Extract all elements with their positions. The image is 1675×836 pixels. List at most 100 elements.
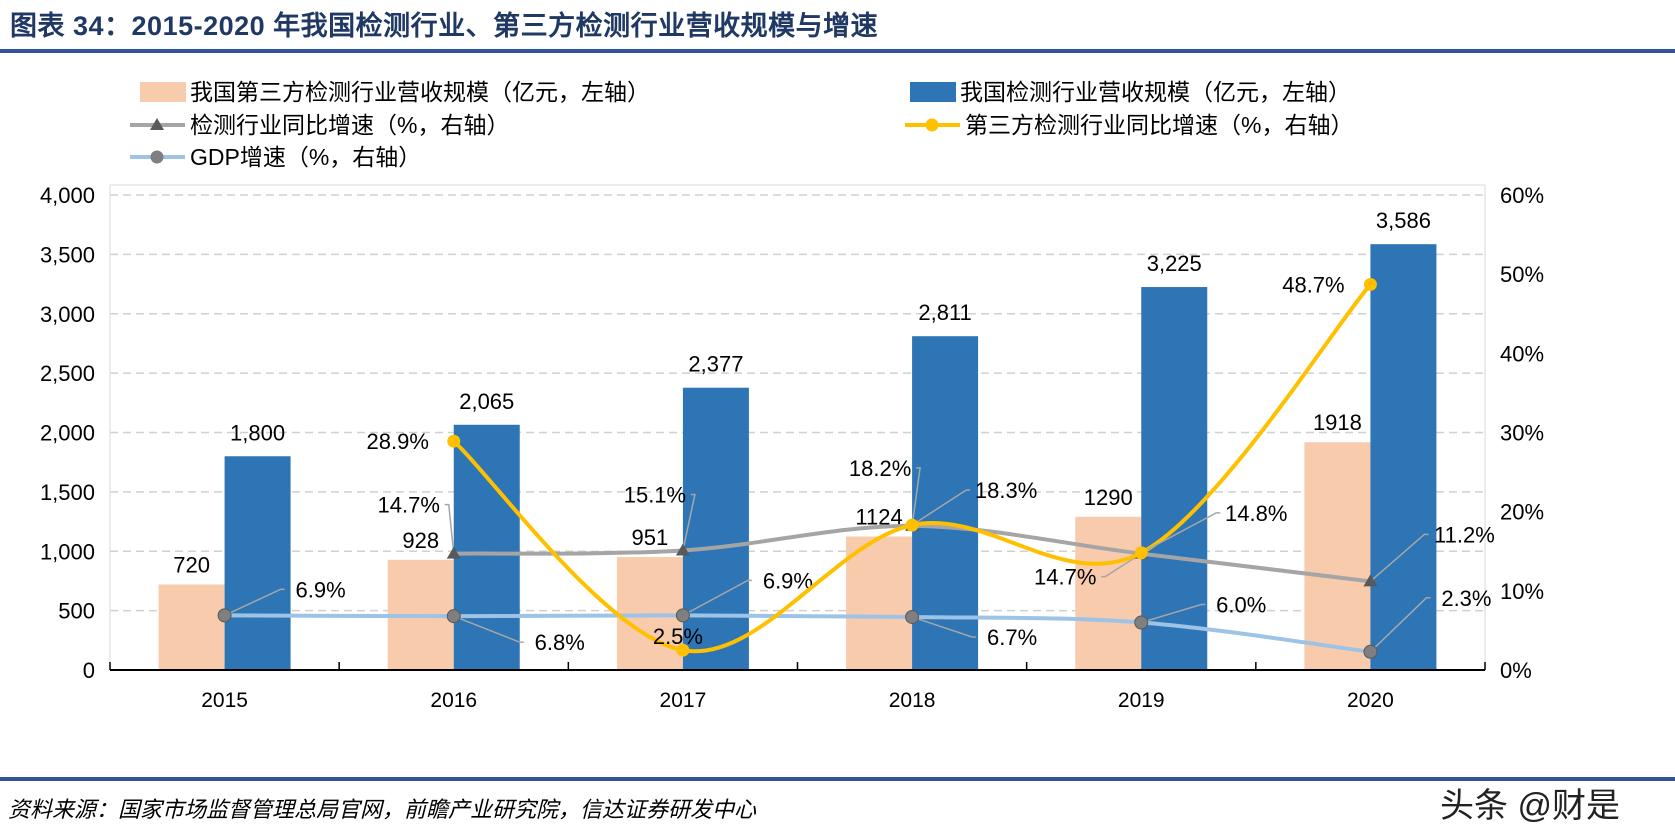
third-party-growth-marker [1134,546,1148,560]
industry-growth-data-label: 11.2% [1434,522,1495,547]
third-party-growth-marker [447,434,461,448]
bar-data-label: 2,811 [918,300,971,325]
industry-growth-data-label: 14.7% [1034,565,1096,590]
industry-revenue-bar [682,387,749,670]
data-label-leader [1140,512,1221,554]
left-axis-tick-label: 3,000 [40,302,95,327]
data-label-leader [1101,552,1142,578]
legend-label: 检测行业同比增速（%，右轴） [190,112,509,138]
industry-revenue-bar [224,456,291,670]
industry-growth-marker [1363,574,1378,587]
third-party-growth-marker [1363,277,1377,291]
right-axis-tick-label: 10% [1500,579,1544,604]
left-axis-tick-label: 2,000 [40,421,95,446]
x-axis-tick-label: 2018 [889,689,936,712]
gdp-growth-data-label: 6.0% [1216,593,1266,618]
watermark: 头条 @财是 [1440,787,1620,825]
bar-data-label: 951 [632,525,669,550]
bar-data-label: 928 [402,528,439,553]
data-label-leader [444,503,455,554]
legend-swatch [910,82,956,102]
left-axis-tick-label: 500 [58,599,95,624]
gdp-growth-data-label: 6.7% [987,625,1037,650]
x-axis-tick-label: 2020 [1347,689,1394,712]
data-label-leader [224,588,285,617]
third-party-growth-data-label: 48.7% [1282,272,1344,297]
industry-growth-marker [446,546,461,559]
third-party-revenue-bar [1075,516,1142,670]
data-label-leader [911,489,971,526]
bar-data-label: 1290 [1084,485,1133,510]
third-party-revenue-bar [1304,442,1371,670]
gdp-growth-marker [217,608,232,623]
right-axis-tick-label: 60% [1500,183,1544,208]
third-party-growth-data-label: 2.5% [653,624,703,649]
data-label-leader [1141,603,1206,624]
x-axis-tick-label: 2017 [660,689,707,712]
data-label-leader [682,579,752,617]
third-party-growth-marker [905,518,919,532]
legend-label: 第三方检测行业同比增速（%，右轴） [965,112,1353,138]
right-axis-tick-label: 50% [1500,262,1544,287]
gdp-growth-line [224,613,1371,654]
gdp-growth-marker [1134,615,1149,630]
title-divider [0,49,1675,53]
bar-data-label: 1918 [1313,410,1362,435]
x-axis-tick-label: 2015 [201,689,248,712]
legend-label: GDP增速（%，右轴） [190,144,421,170]
right-axis-tick-label: 20% [1500,500,1544,525]
x-axis-tick-label: 2016 [430,689,477,712]
legend-marker [925,118,939,132]
legend-swatch [140,82,186,102]
bar-data-label: 2,065 [459,389,514,414]
third-party-revenue-bar [158,584,225,670]
legend-label: 我国第三方检测行业营收规模（亿元，左轴） [190,79,650,105]
bar-data-label: 3,225 [1147,251,1202,276]
left-axis-tick-label: 2,500 [40,361,95,386]
gdp-growth-data-label: 6.9% [296,577,346,602]
data-label-leader [911,616,977,638]
right-axis-tick-label: 0% [1500,658,1532,683]
gdp-growth-marker [905,609,920,624]
legend-marker [150,118,164,130]
industry-revenue-bar [1370,244,1437,670]
data-label-leader [453,615,524,643]
data-label-leader [1369,597,1431,653]
third-party-growth-data-label: 14.8% [1225,501,1287,526]
industry-growth-data-label: 14.7% [378,493,440,518]
footer-divider [0,777,1675,781]
gdp-growth-data-label: 2.3% [1441,586,1491,611]
bar-data-label: 720 [173,553,210,578]
gdp-growth-marker [1363,644,1378,659]
data-label-leader [682,493,696,551]
left-axis-tick-label: 1,500 [40,480,95,505]
bar-data-label: 2,377 [688,352,743,377]
legend-marker [150,150,164,164]
right-axis-tick-label: 40% [1500,341,1544,366]
gdp-growth-data-label: 6.8% [535,630,585,655]
third-party-growth-data-label: 18.3% [975,478,1037,503]
left-axis-tick-label: 4,000 [40,183,95,208]
x-axis-tick-label: 2019 [1118,689,1165,712]
third-party-revenue-bar [846,536,913,670]
data-label-leader [911,467,921,527]
source-note: 资料来源：国家市场监督管理总局官网，前瞻产业研究院，信达证券研发中心 [8,798,757,823]
third-party-growth-data-label: 28.9% [367,429,429,454]
industry-growth-data-label: 15.1% [624,482,686,507]
gdp-growth-marker [675,608,690,623]
bar-data-label: 3,586 [1376,208,1431,233]
legend-label: 我国检测行业营收规模（亿元，左轴） [960,79,1351,105]
left-axis-tick-label: 1,000 [40,539,95,564]
right-axis-tick-label: 30% [1500,421,1544,446]
left-axis-tick-label: 3,500 [40,242,95,267]
gdp-growth-marker [446,609,461,624]
data-label-leader [1369,533,1429,582]
chart-title: 图表 34：2015-2020 年我国检测行业、第三方检测行业营收规模与增速 [10,11,879,41]
gdp-growth-data-label: 6.9% [763,568,813,593]
industry-growth-marker [675,543,690,556]
left-axis-tick-label: 0 [83,658,95,683]
industry-revenue-bar [453,424,520,670]
bar-data-label: 1,800 [230,420,285,445]
industry-growth-data-label: 18.2% [849,456,911,481]
